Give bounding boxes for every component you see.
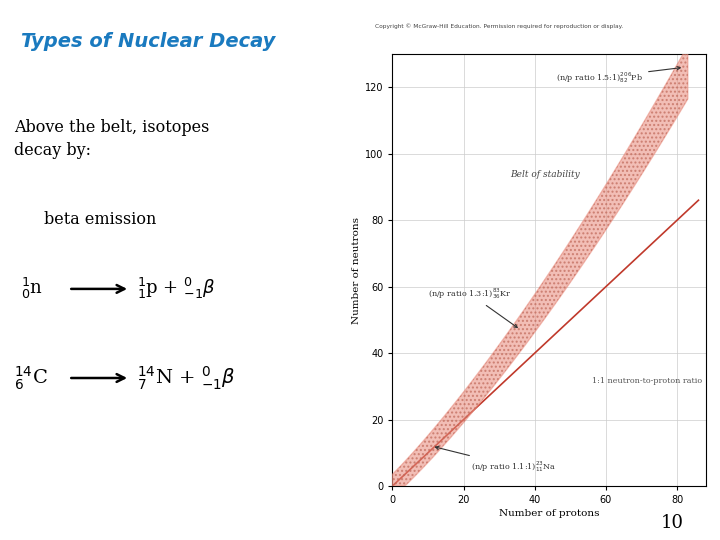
- Text: $^{14}_{6}$C: $^{14}_{6}$C: [14, 364, 48, 391]
- Text: $^{14}_{7}$N + $^{0}_{-1}\beta$: $^{14}_{7}$N + $^{0}_{-1}\beta$: [137, 364, 235, 391]
- Text: (n/p ratio 1.3:1)$^{83}_{36}$Kr: (n/p ratio 1.3:1)$^{83}_{36}$Kr: [428, 286, 517, 327]
- Text: (n/p ratio 1.1:1)$^{23}_{11}$Na: (n/p ratio 1.1:1)$^{23}_{11}$Na: [436, 446, 556, 474]
- Polygon shape: [392, 46, 688, 486]
- Text: beta emission: beta emission: [45, 211, 157, 227]
- Text: 10: 10: [661, 514, 684, 532]
- Text: (n/p ratio 1.5:1)$^{206}_{82}$Pb: (n/p ratio 1.5:1)$^{206}_{82}$Pb: [556, 66, 680, 85]
- Text: Belt of stability: Belt of stability: [510, 170, 580, 179]
- Text: $^{1}_{0}$n: $^{1}_{0}$n: [20, 276, 42, 301]
- Text: 1:1 neutron-to-proton ratio: 1:1 neutron-to-proton ratio: [592, 377, 702, 385]
- X-axis label: Number of protons: Number of protons: [499, 509, 599, 518]
- Y-axis label: Number of neutrons: Number of neutrons: [351, 217, 361, 323]
- Text: $^{1}_{1}$p + $^{0}_{-1}\beta$: $^{1}_{1}$p + $^{0}_{-1}\beta$: [137, 276, 216, 301]
- Text: Types of Nuclear Decay: Types of Nuclear Decay: [20, 32, 275, 51]
- Text: Copyright © McGraw-Hill Education. Permission required for reproduction or displ: Copyright © McGraw-Hill Education. Permi…: [375, 24, 624, 29]
- Text: Above the belt, isotopes
decay by:: Above the belt, isotopes decay by:: [14, 119, 209, 159]
